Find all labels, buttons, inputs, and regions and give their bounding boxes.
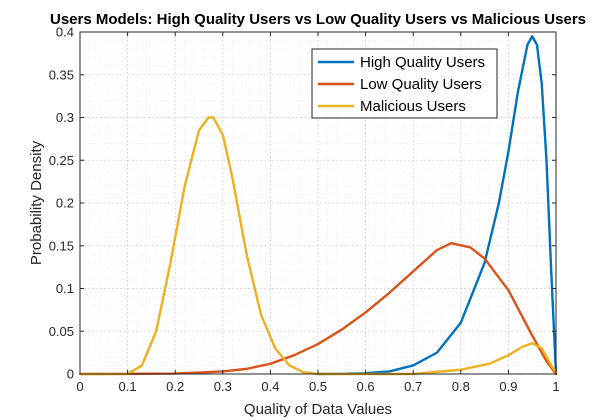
x-tick-label: 0.2 — [166, 379, 184, 394]
x-axis-title: Quality of Data Values — [244, 401, 392, 418]
x-tick-label: 0.3 — [214, 379, 232, 394]
x-tick-label: 0 — [76, 379, 83, 394]
x-tick-label: 0.8 — [452, 379, 470, 394]
series-layer — [78, 35, 558, 376]
x-tick-label: 0.1 — [119, 379, 137, 394]
y-tick-label: 0.05 — [49, 324, 74, 339]
y-tick-label: 0.4 — [56, 25, 74, 40]
y-tick-label: 0.15 — [49, 238, 74, 253]
x-tick-label: 0.4 — [261, 379, 279, 394]
y-tick-label: 0.35 — [49, 67, 74, 82]
y-tick-label: 0.1 — [56, 281, 74, 296]
y-tick-label: 0.2 — [56, 196, 74, 211]
y-tick-label: 0.25 — [49, 153, 74, 168]
x-tick-label: 0.9 — [499, 379, 517, 394]
x-tick-label: 0.5 — [309, 379, 327, 394]
legend-label-high-quality: High Quality Users — [360, 54, 485, 71]
y-tick-label: 0 — [67, 367, 74, 382]
series-line-0 — [316, 35, 558, 376]
legend: High Quality Users Low Quality Users Mal… — [311, 48, 498, 119]
series-line-2 — [78, 116, 558, 376]
legend-label-low-quality: Low Quality Users — [360, 76, 482, 93]
x-tick-label: 1 — [552, 379, 559, 394]
x-tick-labels: 0 0.1 0.2 0.3 0.4 0.5 0.6 0.7 0.8 0.9 1 — [76, 379, 559, 394]
chart-title: Users Models: High Quality Users vs Low … — [50, 11, 586, 28]
y-axis-title: Probability Density — [28, 140, 45, 265]
series-line-1 — [78, 241, 558, 376]
legend-label-malicious: Malicious Users — [360, 98, 466, 115]
x-tick-label: 0.6 — [357, 379, 375, 394]
y-tick-labels: 0 0.05 0.1 0.15 0.2 0.25 0.3 0.35 0.4 — [49, 25, 74, 382]
x-tick-label: 0.7 — [404, 379, 422, 394]
y-tick-label: 0.3 — [56, 110, 74, 125]
axis-ticks — [79, 31, 557, 375]
